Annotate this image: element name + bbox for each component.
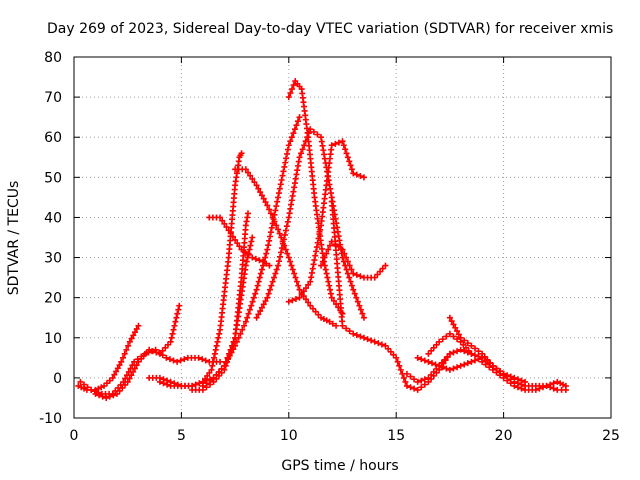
data-point-markers (232, 166, 340, 329)
series-trace-15 (403, 346, 475, 385)
series-trace-14 (328, 198, 453, 393)
data-point-markers (189, 210, 251, 393)
series-trace-9 (199, 114, 303, 389)
data-point-markers (403, 346, 475, 385)
y-tick-label: 70 (44, 90, 62, 106)
axes: 0 5 10 15 20 25 -10 0 10 20 30 40 50 60 70 80 (39, 50, 620, 444)
x-tick-label: 25 (602, 428, 620, 444)
data-point-markers (92, 302, 183, 401)
data-point-markers (285, 138, 367, 305)
series-trace-7 (206, 214, 273, 269)
series-trace-8 (232, 166, 340, 329)
y-tick-label: -10 (39, 411, 62, 427)
y-tick-label: 10 (44, 331, 62, 347)
series-trace-13 (318, 238, 389, 281)
data-marks (75, 78, 569, 401)
data-point-markers (253, 126, 367, 321)
y-tick-label: 80 (44, 50, 62, 66)
x-tick-label: 10 (280, 428, 298, 444)
plot-frame (73, 56, 612, 419)
series-trace-1 (75, 322, 142, 393)
series-trace-19 (479, 358, 569, 393)
series-trace-12 (285, 138, 367, 305)
grid (74, 57, 611, 418)
series-trace-3 (92, 302, 183, 401)
data-point-markers (479, 358, 569, 393)
y-tick-label: 40 (44, 210, 62, 226)
y-tick-label: 30 (44, 251, 62, 267)
series-trace-6 (189, 210, 251, 393)
data-point-markers (318, 238, 389, 281)
y-tick-label: 20 (44, 291, 62, 307)
x-tick-label: 5 (177, 428, 186, 444)
chart-title: Day 269 of 2023, Sidereal Day-to-day VTE… (47, 21, 613, 37)
y-axis-title: SDTVAR / TECUs (6, 181, 22, 296)
data-point-markers (75, 322, 142, 393)
x-tick-label: 0 (70, 428, 79, 444)
y-tick-label: 60 (44, 130, 62, 146)
x-tick-label: 15 (387, 428, 405, 444)
series-trace-10 (253, 126, 367, 321)
y-tick-label: 50 (44, 170, 62, 186)
data-point-markers (199, 114, 303, 389)
data-point-markers (206, 214, 273, 269)
x-tick-label: 20 (495, 428, 513, 444)
y-tick-label: 0 (53, 371, 62, 387)
data-point-markers (328, 198, 453, 393)
x-axis-title: GPS time / hours (281, 458, 398, 474)
